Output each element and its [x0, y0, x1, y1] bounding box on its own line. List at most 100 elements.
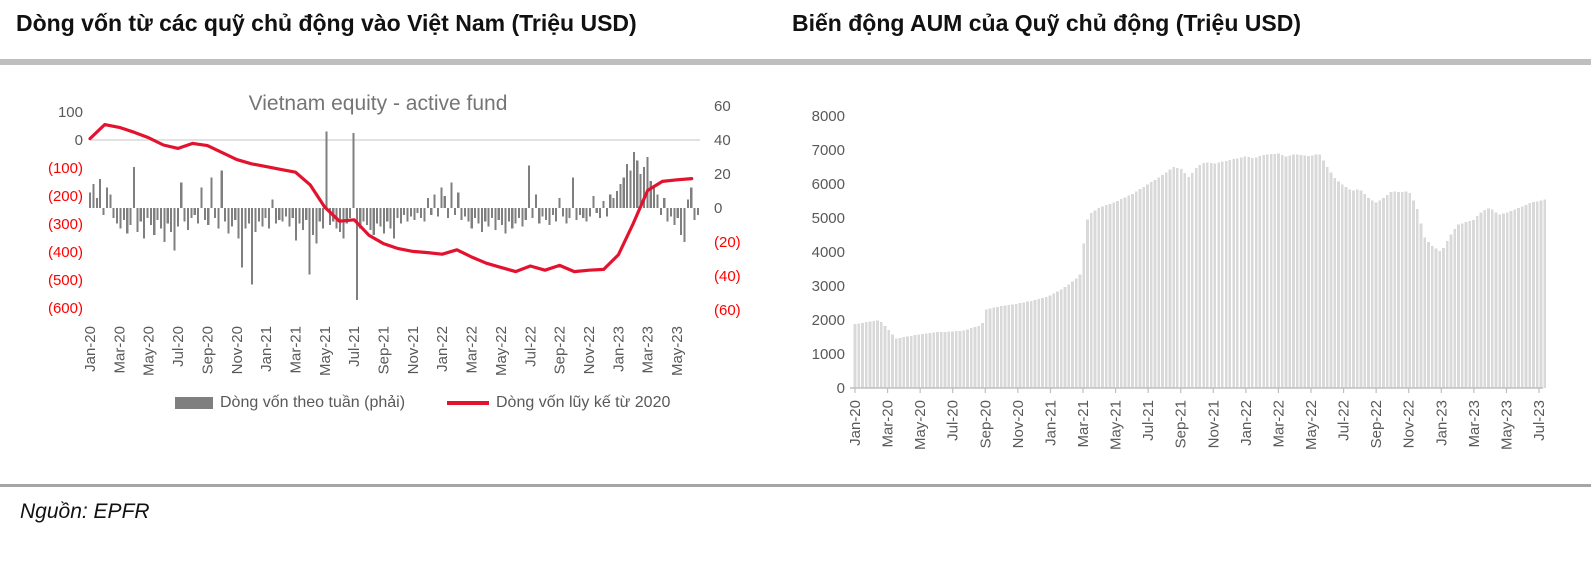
- x-axis-tick-label: Nov-21: [1205, 400, 1222, 448]
- aum-bar: [857, 323, 861, 388]
- aum-bar: [1490, 209, 1494, 388]
- aum-bar: [951, 331, 954, 388]
- flow-bar: [305, 208, 308, 220]
- flow-bar: [460, 208, 463, 220]
- aum-bar: [868, 321, 872, 388]
- aum-bar: [861, 322, 864, 388]
- flow-bar: [653, 187, 656, 208]
- flow-bar: [251, 208, 254, 285]
- left-axis-tick-label: (300): [48, 216, 83, 233]
- flow-bar: [143, 208, 146, 239]
- flow-bar: [274, 208, 277, 224]
- aum-bar: [1277, 153, 1280, 388]
- aum-bar: [1074, 278, 1078, 388]
- flow-bar: [582, 208, 585, 219]
- flow-bar: [697, 208, 700, 215]
- source-note: Nguồn: EPFR: [20, 500, 150, 523]
- flow-bar: [551, 208, 554, 215]
- flow-bar: [109, 194, 112, 208]
- aum-bar: [1191, 172, 1194, 388]
- x-axis-tick-label: Jan-23: [1433, 400, 1450, 446]
- left-chart-header: Dòng vốn từ các quỹ chủ động vào Việt Na…: [16, 10, 637, 36]
- flows-chart-svg: 100 0 (100) (200) (300) (400) (500) (600) 60 40 20…: [48, 98, 741, 376]
- flow-bar: [102, 208, 105, 215]
- x-axis-tick-label: Jul-22: [522, 326, 539, 367]
- aum-bar: [1382, 198, 1385, 388]
- flow-bar: [92, 184, 95, 208]
- flow-bar: [588, 208, 591, 217]
- aum-bar: [1164, 172, 1168, 388]
- flow-bar: [295, 208, 298, 241]
- aum-bar: [1464, 222, 1468, 388]
- aum-bar: [1524, 204, 1528, 388]
- flow-bar: [180, 182, 183, 208]
- aum-bar: [1453, 229, 1457, 388]
- aum-bar: [1329, 172, 1333, 388]
- aum-bar: [1307, 155, 1310, 388]
- aum-bar: [1254, 157, 1258, 388]
- aum-bar: [1078, 274, 1082, 388]
- aum-bar: [1149, 182, 1153, 388]
- aum-bar: [1434, 248, 1438, 388]
- header-divider: [0, 59, 1591, 65]
- flow-bar: [585, 208, 588, 222]
- flow-bar: [369, 208, 372, 231]
- flow-bar: [497, 208, 500, 220]
- flow-bar: [646, 157, 649, 208]
- legend-label-weekly-flows: Dòng vốn theo tuần (phải): [220, 394, 406, 411]
- x-axis-tick-label: Jan-23: [610, 326, 627, 372]
- x-axis-tick-label: Nov-22: [581, 326, 598, 374]
- flow-bar: [409, 208, 412, 217]
- flow-bar: [534, 194, 537, 208]
- legend-item-cumulative-flow: Dòng vốn lũy kế từ 2020: [447, 394, 670, 412]
- aum-bar: [1404, 191, 1408, 388]
- aum-bar: [1003, 305, 1007, 388]
- aum-bar: [883, 325, 887, 388]
- aum-bar: [1089, 212, 1093, 388]
- flow-bar: [622, 177, 625, 208]
- flow-bar: [227, 208, 230, 234]
- flow-bar: [116, 208, 119, 224]
- aum-bar: [921, 334, 924, 388]
- aum-bar: [1314, 154, 1318, 388]
- flow-bar: [477, 208, 480, 224]
- aum-bar: [853, 324, 857, 388]
- aum-bar: [1296, 154, 1299, 388]
- flow-bar: [224, 208, 227, 222]
- flow-bar: [686, 199, 689, 208]
- aum-bar: [1007, 304, 1011, 388]
- flow-bar: [568, 208, 571, 219]
- legend-item-weekly-flows: Dòng vốn theo tuần (phải): [175, 394, 405, 412]
- aum-bar: [1228, 160, 1232, 388]
- aum-bar: [1397, 192, 1400, 388]
- aum-bar: [1134, 191, 1138, 388]
- x-axis-tick-label: May-22: [493, 326, 510, 376]
- x-axis-tick-label: Mar-20: [111, 326, 128, 374]
- flow-bar: [349, 208, 352, 219]
- aum-bar: [1359, 190, 1363, 388]
- x-axis-tick-label: May-20: [912, 400, 929, 450]
- right-chart-header: Biến động AUM của Quỹ chủ động (Triệu US…: [792, 10, 1301, 36]
- aum-bar: [1479, 212, 1483, 388]
- flow-bar: [166, 208, 169, 224]
- flow-bar: [555, 208, 558, 222]
- left-axis-tick-label: (400): [48, 244, 83, 261]
- x-axis-tick-label: May-20: [141, 326, 158, 376]
- aum-bar: [1172, 167, 1175, 388]
- aum-bar: [1269, 154, 1273, 388]
- x-axis-tick-label: Jan-21: [258, 326, 275, 372]
- flow-bar: [683, 208, 686, 242]
- aum-bar: [1322, 160, 1325, 388]
- right-axis-tick-label: 20: [714, 166, 731, 183]
- aum-bar: [1131, 193, 1134, 388]
- x-axis-tick-label: Nov-20: [1010, 400, 1027, 448]
- aum-bar: [1337, 181, 1340, 388]
- aum-bar: [891, 334, 894, 388]
- flow-bar: [663, 197, 666, 208]
- x-axis-tick-label: Mar-21: [1075, 400, 1092, 448]
- aum-bar: [1239, 157, 1243, 388]
- flow-bar: [619, 184, 622, 208]
- aum-bar: [1393, 191, 1397, 388]
- flow-bar: [487, 208, 490, 227]
- aum-bar: [1273, 153, 1277, 388]
